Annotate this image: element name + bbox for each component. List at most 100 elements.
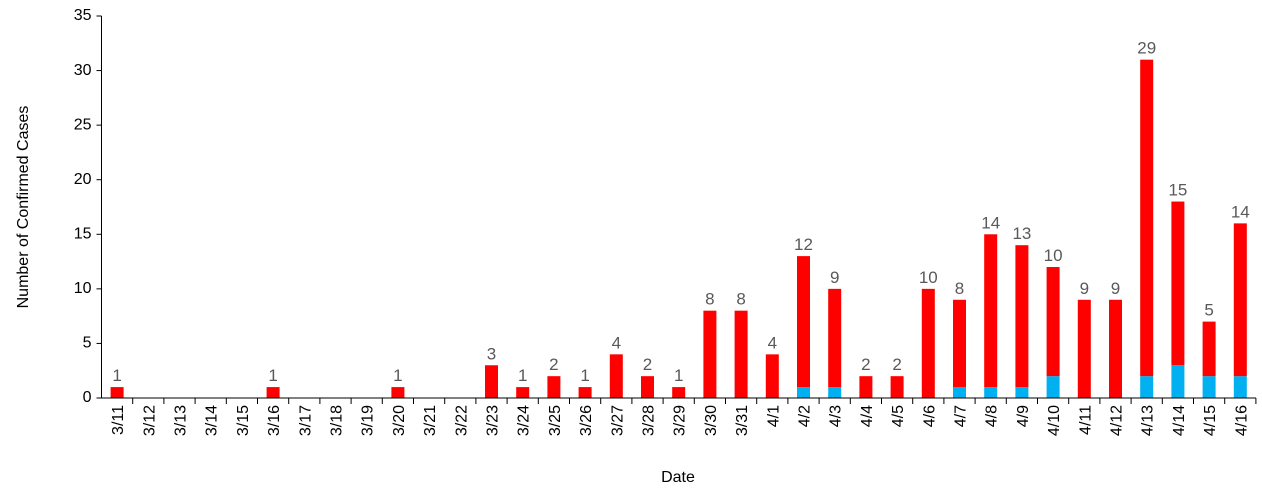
x-tick-label: 4/2 — [797, 405, 814, 427]
bar-segment — [1109, 299, 1122, 398]
bar-segment — [1202, 376, 1216, 398]
data-label: 8 — [736, 290, 745, 309]
data-label: 2 — [549, 355, 558, 374]
x-tick-label: 3/27 — [609, 405, 626, 436]
data-label: 4 — [612, 333, 621, 352]
bar-segment — [797, 387, 810, 398]
y-tick-label: 35 — [74, 7, 92, 24]
data-label: 2 — [892, 355, 901, 374]
x-tick-label: 3/26 — [578, 405, 595, 436]
x-tick-label: 4/5 — [890, 405, 907, 427]
x-tick-label: 3/16 — [266, 405, 283, 436]
bar-segment — [578, 387, 592, 398]
x-tick-label: 4/4 — [859, 405, 876, 427]
x-tick-label: 3/17 — [297, 405, 314, 436]
data-label: 13 — [1012, 224, 1031, 243]
bar-segment — [1233, 223, 1247, 377]
data-label: 9 — [1111, 279, 1120, 298]
x-tick-label: 3/13 — [173, 405, 190, 436]
bar-segment — [953, 387, 966, 398]
y-tick-label: 25 — [74, 116, 92, 133]
data-label: 14 — [981, 213, 1000, 232]
bar-segment — [734, 310, 748, 398]
data-label: 4 — [768, 333, 777, 352]
x-tick-label: 3/24 — [516, 405, 533, 436]
bar-segment — [953, 299, 966, 388]
y-tick-label: 5 — [83, 335, 92, 352]
x-tick-label: 4/14 — [1171, 405, 1188, 436]
x-tick-label: 4/11 — [1077, 405, 1094, 435]
bar-segment — [1202, 321, 1216, 377]
bar-segment — [828, 387, 842, 398]
x-tick-label: 3/25 — [547, 405, 564, 436]
x-tick-label: 4/6 — [921, 405, 938, 427]
bar-segment — [547, 376, 561, 398]
bar-segment — [984, 387, 998, 398]
bar-segment — [1015, 387, 1029, 398]
x-tick-label: 3/28 — [641, 405, 658, 436]
data-label: 5 — [1204, 301, 1213, 320]
x-tick-label: 4/10 — [1046, 405, 1063, 436]
x-tick-label: 4/1 — [765, 405, 782, 427]
y-tick-label: 20 — [74, 171, 92, 188]
data-label: 12 — [794, 235, 813, 254]
x-tick-label: 3/19 — [360, 405, 377, 436]
bar-segment — [765, 354, 779, 398]
bar-segment — [609, 354, 623, 398]
x-tick-label: 4/15 — [1202, 405, 1219, 436]
data-label: 2 — [861, 355, 870, 374]
data-label: 14 — [1231, 202, 1250, 221]
x-tick-label: 4/9 — [1015, 405, 1032, 427]
x-tick-label: 3/11 — [110, 405, 127, 435]
x-tick-label: 3/23 — [485, 405, 502, 436]
x-tick-label: 3/31 — [734, 405, 751, 436]
x-tick-label: 3/18 — [329, 405, 346, 436]
data-label: 1 — [580, 366, 589, 385]
bar-segment — [797, 256, 810, 388]
data-label: 9 — [830, 268, 839, 287]
data-label: 1 — [518, 366, 527, 385]
bar-segment — [703, 310, 717, 398]
bar-segment — [1140, 59, 1154, 377]
data-label: 15 — [1168, 181, 1187, 200]
data-label: 29 — [1137, 39, 1156, 58]
bar-segment — [1171, 201, 1185, 366]
data-label: 9 — [1080, 279, 1089, 298]
data-label: 1 — [112, 366, 121, 385]
bar-segment — [859, 376, 873, 398]
x-tick-label: 4/8 — [984, 405, 1001, 427]
x-tick-label: 4/12 — [1109, 405, 1126, 436]
data-label: 8 — [705, 290, 714, 309]
x-tick-label: 3/15 — [235, 405, 252, 436]
x-tick-label: 3/30 — [703, 405, 720, 436]
data-label: 10 — [919, 268, 938, 287]
y-tick-label: 30 — [74, 62, 92, 79]
data-label: 3 — [487, 344, 496, 363]
bar-segment — [1015, 245, 1029, 388]
bar-segment — [1077, 299, 1091, 398]
bar-segment — [1171, 365, 1185, 398]
y-tick-label: 0 — [83, 389, 92, 406]
bar-segment — [672, 387, 686, 398]
x-axis-title: Date — [661, 469, 695, 486]
bar-segment — [828, 288, 842, 388]
x-tick-label: 4/13 — [1140, 405, 1157, 436]
bar-segment — [890, 376, 904, 398]
bar-segment — [485, 365, 498, 398]
data-label: 8 — [955, 279, 964, 298]
bar-segment — [1233, 376, 1247, 398]
data-label: 1 — [393, 366, 402, 385]
bar-segment — [1046, 267, 1060, 377]
data-label: 1 — [268, 366, 277, 385]
x-tick-label: 4/3 — [828, 405, 845, 427]
bar-segment — [391, 387, 405, 398]
y-axis-title: Number of Confirmed Cases — [15, 106, 32, 309]
y-tick-label: 10 — [74, 280, 92, 297]
x-tick-label: 4/16 — [1233, 405, 1250, 436]
data-label: 2 — [643, 355, 652, 374]
x-tick-label: 3/14 — [204, 405, 221, 436]
data-label: 10 — [1044, 246, 1063, 265]
x-tick-label: 3/21 — [422, 405, 439, 436]
